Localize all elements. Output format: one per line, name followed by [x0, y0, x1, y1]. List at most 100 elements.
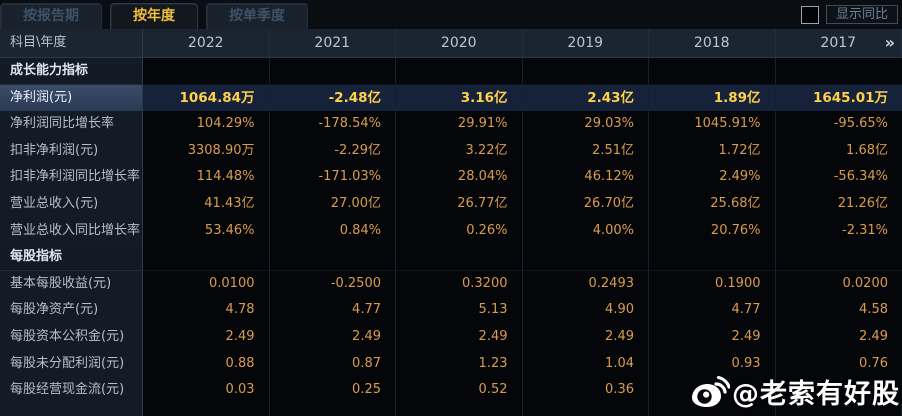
cell-value: 1.68亿 — [776, 138, 902, 166]
cell-value: 2.49% — [649, 164, 776, 192]
year-column-header: 2019 — [523, 29, 650, 57]
cell-value: 0.76 — [776, 351, 902, 379]
row-label: 每股资本公积金(元) — [0, 324, 143, 352]
cell-value: 2.49 — [396, 324, 523, 352]
cell-value: 4.77 — [270, 297, 397, 325]
year-column-header: 2022 — [143, 29, 270, 57]
cell-value: 2.51亿 — [523, 138, 650, 166]
section-row: 成长能力指标 — [0, 58, 902, 85]
cell-value: 0.0200 — [776, 271, 902, 299]
tab-report-period[interactable]: 按报告期 — [0, 3, 102, 29]
row-label: 每股净资产(元) — [0, 297, 143, 325]
cell-value: 1.23 — [396, 351, 523, 379]
cell-value: -95.65% — [776, 111, 902, 139]
more-columns-icon[interactable]: » — [885, 29, 895, 57]
cell-value: 46.12% — [523, 164, 650, 192]
row-label: 扣非净利润(元) — [0, 138, 143, 166]
row-label: 扣非净利润同比增长率 — [0, 164, 143, 192]
corner-header: 科目\年度 — [0, 29, 143, 57]
cell-value: 0.25 — [270, 377, 397, 405]
cell-value: 26.77亿 — [396, 191, 523, 219]
row-label: 成长能力指标 — [0, 58, 143, 85]
yoy-controls: 显示同比 — [801, 5, 898, 24]
cell-value: 0.93 — [649, 351, 776, 379]
cell-value: 2.49 — [649, 324, 776, 352]
cell-value — [649, 377, 776, 405]
cell-value: -56.34% — [776, 164, 902, 192]
cell-value: 0.84% — [270, 218, 397, 246]
cell-value: 2.49 — [776, 324, 902, 352]
row-label: 营业总收入(元) — [0, 191, 143, 219]
cell-value: 5.13 — [396, 297, 523, 325]
cell-value — [270, 58, 397, 85]
year-column-header: 2017 — [776, 29, 902, 57]
cell-value: 4.58 — [776, 297, 902, 325]
row-label: 营业总收入同比增长率 — [0, 218, 143, 246]
cell-value — [776, 244, 902, 271]
cell-value: 0.2493 — [523, 271, 650, 299]
cell-value: 3.22亿 — [396, 138, 523, 166]
cell-value: 25.68亿 — [649, 191, 776, 219]
cell-value: 4.90 — [523, 297, 650, 325]
cell-value: -2.29亿 — [270, 138, 397, 166]
cell-value — [143, 58, 270, 85]
cell-value: 2.49 — [523, 324, 650, 352]
cell-value: 21.26亿 — [776, 191, 902, 219]
cell-value: 26.70亿 — [523, 191, 650, 219]
cell-value: 0.87 — [270, 351, 397, 379]
cell-value: 41.43亿 — [143, 191, 270, 219]
cell-value — [523, 58, 650, 85]
cell-value: 2.43亿 — [523, 85, 650, 113]
cell-value: 4.00% — [523, 218, 650, 246]
show-yoy-label[interactable]: 显示同比 — [826, 5, 898, 24]
cell-value: 20.76% — [649, 218, 776, 246]
cell-value: 1045.91% — [649, 111, 776, 139]
cell-value: 1.04 — [523, 351, 650, 379]
cell-value: 2.49 — [270, 324, 397, 352]
cell-value — [776, 377, 902, 405]
cell-value: 53.46% — [143, 218, 270, 246]
cell-value: 4.78 — [143, 297, 270, 325]
cell-value — [523, 244, 650, 271]
cell-value: -178.54% — [270, 111, 397, 139]
section-row: 每股指标 — [0, 244, 902, 271]
cell-value: 114.48% — [143, 164, 270, 192]
cell-value: 0.03 — [143, 377, 270, 405]
row-label: 每股经营现金流(元) — [0, 377, 143, 405]
cell-value: 28.04% — [396, 164, 523, 192]
cell-value — [143, 244, 270, 271]
cell-value: 1645.01万 — [776, 85, 902, 113]
cell-value — [776, 58, 902, 85]
cell-value: 0.52 — [396, 377, 523, 405]
cell-value: -2.48亿 — [270, 85, 397, 113]
row-label: 净利润同比增长率 — [0, 111, 143, 139]
tab-single-quarter[interactable]: 按单季度 — [206, 3, 308, 29]
cell-value — [396, 58, 523, 85]
cell-value: 0.36 — [523, 377, 650, 405]
cell-value: 0.0100 — [143, 271, 270, 299]
show-yoy-checkbox[interactable] — [801, 6, 819, 24]
tab-annual[interactable]: 按年度 — [110, 3, 198, 29]
row-label: 每股未分配利润(元) — [0, 351, 143, 379]
period-tabbar: 按报告期 按年度 按单季度 显示同比 — [0, 0, 902, 29]
cell-value: 1.72亿 — [649, 138, 776, 166]
cell-value: -2.31% — [776, 218, 902, 246]
cell-value — [649, 58, 776, 85]
cell-value: 2.49 — [143, 324, 270, 352]
cell-value: -0.2500 — [270, 271, 397, 299]
cell-value: 0.26% — [396, 218, 523, 246]
row-label: 每股指标 — [0, 244, 143, 271]
cell-value — [270, 244, 397, 271]
